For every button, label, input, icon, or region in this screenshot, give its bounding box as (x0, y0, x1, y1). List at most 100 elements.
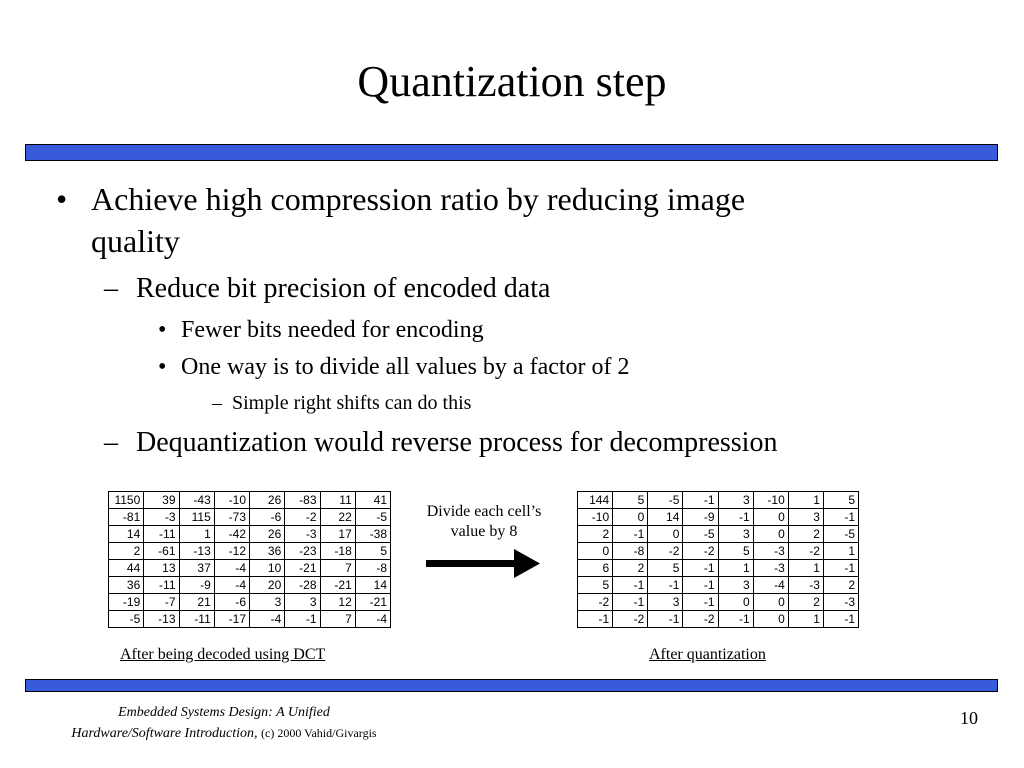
sub-sub-sub-bullet-1: Simple right shifts can do this (232, 392, 472, 414)
table-cell: 3 (717, 576, 754, 594)
table-cell: -73 (213, 508, 251, 526)
table-row: -10 0 14 -9 -1 0 3 -1 (576, 508, 860, 526)
table-row: 44 13 37 -4 10 -21 7 -8 (107, 559, 392, 577)
divide-note-line-2: value by 8 (450, 523, 518, 540)
table-cell: -1 (717, 508, 754, 526)
table-cell: -6 (213, 593, 251, 611)
table-cell: -5 (647, 491, 684, 509)
table-cell: -19 (107, 593, 145, 611)
table-cell: 17 (319, 525, 356, 543)
table-cell: -10 (576, 508, 614, 526)
table-cell: -9 (178, 576, 215, 594)
table-cell: -1 (612, 576, 649, 594)
quantized-table: 144 5 -5 -1 3 -10 1 5 -10 0 14 -9 -1 0 3 -1 2 -1 0 -5 3 0 2 -5 0… (576, 491, 860, 628)
table-cell: 39 (143, 491, 180, 509)
table-cell: -13 (143, 610, 180, 628)
table-cell: -21 (284, 559, 321, 577)
table-cell: 6 (576, 559, 614, 577)
table-cell: -83 (284, 491, 321, 509)
table-cell: 26 (248, 491, 286, 509)
table-cell: 41 (354, 491, 392, 509)
table-cell: -1 (576, 610, 614, 628)
table-cell: -28 (284, 576, 321, 594)
table-cell: -81 (107, 508, 145, 526)
table-cell: 115 (178, 508, 215, 526)
table-cell: -2 (612, 610, 649, 628)
table-cell: 20 (248, 576, 286, 594)
bullet-1-line-2: quality (91, 223, 180, 259)
sub-bullet-2: Dequantization would reverse process for… (136, 427, 778, 458)
table-cell: -8 (612, 542, 649, 560)
table-cell: 13 (143, 559, 180, 577)
table-cell: 21 (178, 593, 215, 611)
table-cell: -5 (822, 525, 860, 543)
table-cell: -42 (213, 525, 251, 543)
table-cell: 1 (178, 525, 215, 543)
table-cell: -13 (178, 542, 215, 560)
table-cell: 0 (752, 525, 789, 543)
table-cell: -4 (213, 576, 251, 594)
table-cell: -1 (822, 508, 860, 526)
table-cell: 26 (248, 525, 286, 543)
table-cell: -3 (143, 508, 180, 526)
table-row: 14 -11 1 -42 26 -3 17 -38 (107, 525, 392, 543)
table-cell: 0 (752, 610, 789, 628)
table-row: -1 -2 -1 -2 -1 0 1 -1 (576, 610, 860, 628)
bullet-mark: • (56, 181, 68, 217)
top-rule-bar (25, 144, 998, 161)
table-cell: 36 (107, 576, 145, 594)
table-row: 2 -1 0 -5 3 0 2 -5 (576, 525, 860, 543)
table-cell: -1 (822, 559, 860, 577)
table-cell: -1 (682, 559, 719, 577)
table-cell: 3 (284, 593, 321, 611)
table-cell: -61 (143, 542, 180, 560)
table-cell: 2 (787, 525, 824, 543)
dash-mark: – (212, 392, 222, 414)
table-cell: 144 (576, 491, 614, 509)
table-row: -19 -7 21 -6 3 3 12 -21 (107, 593, 392, 611)
table-cell: -4 (752, 576, 789, 594)
table-cell: 1 (787, 491, 824, 509)
table-row: 0 -8 -2 -2 5 -3 -2 1 (576, 542, 860, 560)
table-cell: 2 (787, 593, 824, 611)
table-cell: -1 (612, 593, 649, 611)
table-cell: 2 (612, 559, 649, 577)
table-cell: -3 (752, 542, 789, 560)
table-cell: 5 (717, 542, 754, 560)
table-cell: 5 (822, 491, 860, 509)
table-cell: -1 (682, 593, 719, 611)
table-cell: 3 (787, 508, 824, 526)
table-row: -2 -1 3 -1 0 0 2 -3 (576, 593, 860, 611)
table-cell: 0 (752, 508, 789, 526)
bullet-1-line-1: Achieve high compression ratio by reduci… (91, 181, 746, 217)
table-cell: 37 (178, 559, 215, 577)
table-cell: -10 (213, 491, 251, 509)
table-cell: -4 (248, 610, 286, 628)
table-cell: -2 (284, 508, 321, 526)
table-cell: 10 (248, 559, 286, 577)
table-cell: -11 (143, 525, 180, 543)
table-row: 6 2 5 -1 1 -3 1 -1 (576, 559, 860, 577)
table-cell: -1 (682, 491, 719, 509)
table-cell: 7 (319, 610, 356, 628)
table-cell: -10 (752, 491, 789, 509)
table-row: 2 -61 -13 -12 36 -23 -18 5 (107, 542, 392, 560)
table-cell: 36 (248, 542, 286, 560)
dct-decoded-table: 1150 39 -43 -10 26 -83 11 41 -81 -3 115 -73 -6 -2 22 -5… (107, 491, 392, 628)
table-cell: -43 (178, 491, 215, 509)
table-cell: 2 (107, 542, 145, 560)
bottom-rule-bar (25, 679, 998, 692)
table-row: 1150 39 -43 -10 26 -83 11 41 (107, 491, 392, 509)
table-cell: -3 (787, 576, 824, 594)
table-cell: -5 (107, 610, 145, 628)
dash-mark: – (104, 273, 118, 304)
table-cell: -2 (576, 593, 614, 611)
table-cell: -11 (143, 576, 180, 594)
table-cell: 2 (822, 576, 860, 594)
table-cell: 3 (717, 525, 754, 543)
table-cell: 5 (612, 491, 649, 509)
table-cell: 7 (319, 559, 356, 577)
table-cell: -1 (612, 525, 649, 543)
right-arrow-icon (426, 549, 540, 578)
table-cell: -8 (354, 559, 392, 577)
